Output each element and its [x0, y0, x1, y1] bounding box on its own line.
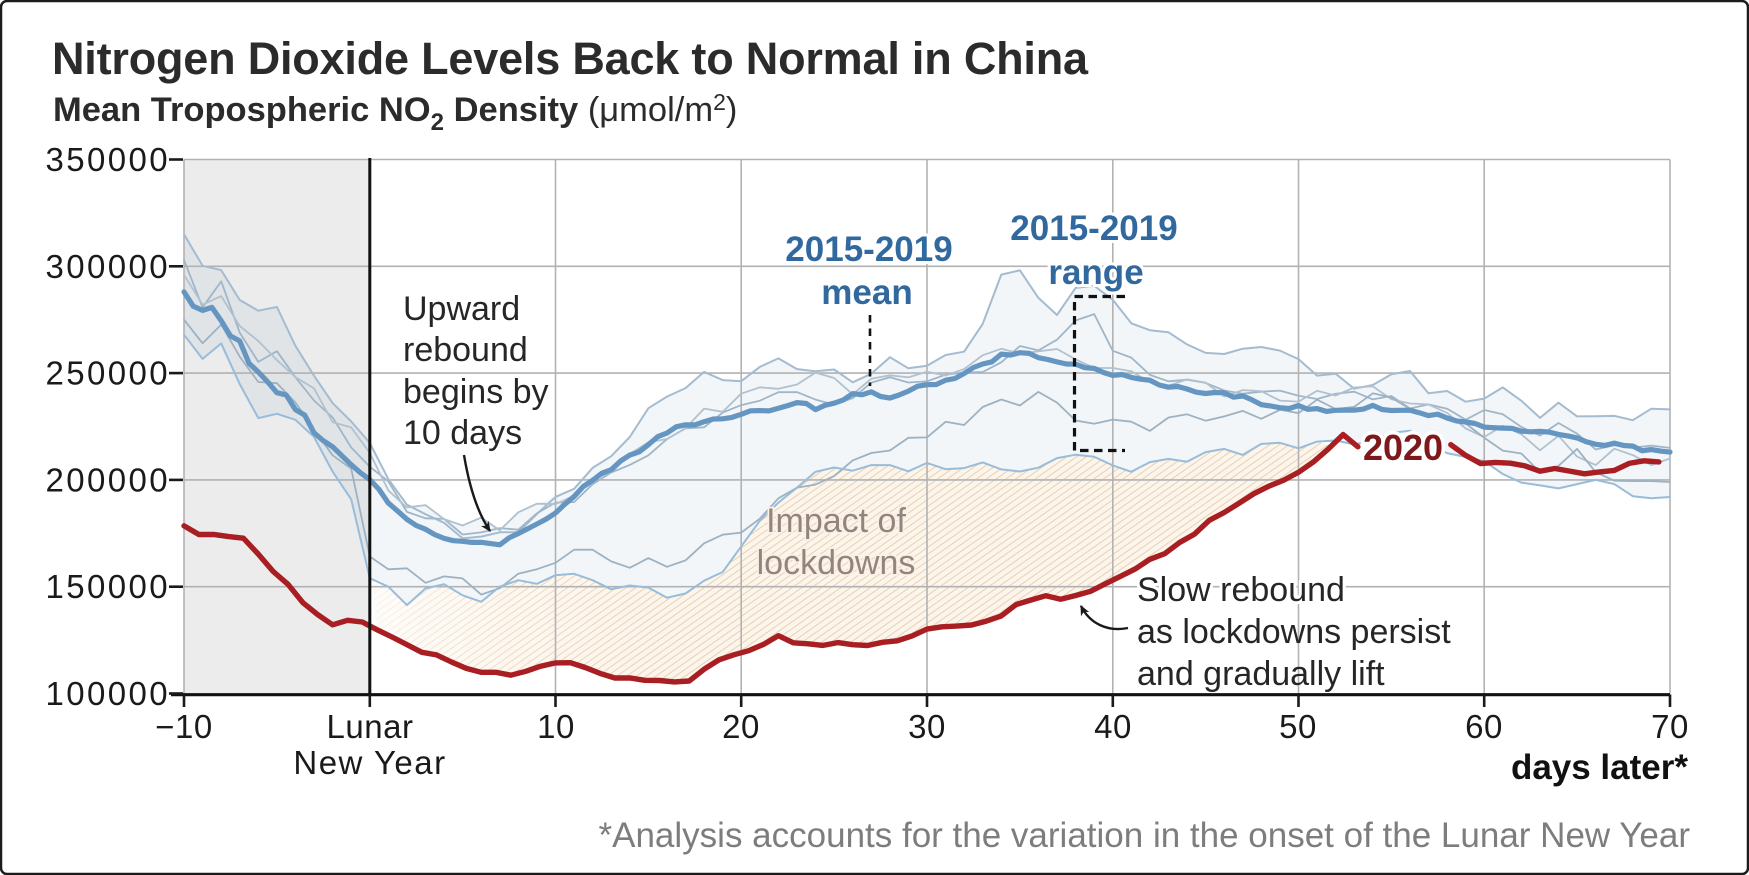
svg-text:50: 50 [1279, 708, 1317, 745]
svg-text:2015-2019: 2015-2019 [1010, 209, 1177, 248]
svg-text:30: 30 [908, 708, 946, 745]
svg-text:lockdowns: lockdowns [757, 544, 916, 582]
svg-text:100000: 100000 [45, 675, 170, 712]
svg-text:and gradually lift: and gradually lift [1137, 655, 1385, 693]
svg-text:40: 40 [1094, 708, 1132, 745]
svg-text:250000: 250000 [45, 355, 170, 392]
svg-text:Upward: Upward [403, 290, 520, 328]
svg-text:Impact of: Impact of [766, 502, 906, 540]
svg-text:10 days: 10 days [403, 414, 522, 452]
svg-text:Nitrogen Dioxide Levels Back t: Nitrogen Dioxide Levels Back to Normal i… [52, 33, 1089, 84]
svg-text:New Year: New Year [293, 744, 446, 781]
svg-text:350000: 350000 [45, 141, 170, 178]
svg-text:300000: 300000 [45, 248, 170, 285]
svg-text:as lockdowns persist: as lockdowns persist [1137, 613, 1451, 651]
svg-text:Mean Tropospheric NO2 Density: Mean Tropospheric NO2 Density (μmol/m2) [53, 89, 737, 136]
svg-text:range: range [1048, 253, 1143, 292]
svg-text:mean: mean [821, 273, 912, 312]
svg-text:2020: 2020 [1363, 427, 1443, 468]
svg-text:20: 20 [722, 708, 760, 745]
svg-text:10: 10 [537, 708, 575, 745]
svg-text:2015-2019: 2015-2019 [785, 230, 952, 269]
svg-text:70: 70 [1651, 708, 1689, 745]
svg-text:60: 60 [1465, 708, 1503, 745]
svg-text:days later*: days later* [1511, 748, 1688, 787]
svg-text:−10: −10 [155, 708, 212, 745]
svg-text:begins by: begins by [403, 373, 549, 411]
svg-text:Lunar: Lunar [327, 708, 414, 745]
svg-text:rebound: rebound [403, 331, 528, 369]
svg-text:200000: 200000 [45, 461, 170, 498]
svg-text:150000: 150000 [45, 568, 170, 605]
svg-text:*Analysis accounts for the var: *Analysis accounts for the variation in … [599, 816, 1691, 855]
svg-text:Slow rebound: Slow rebound [1137, 571, 1345, 609]
